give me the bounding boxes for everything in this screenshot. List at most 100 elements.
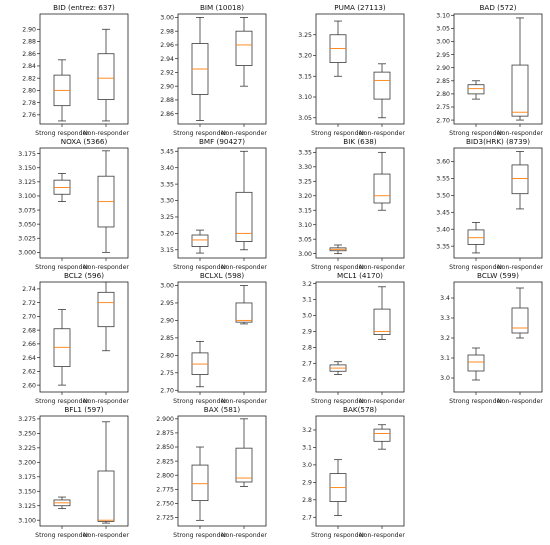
y-tick-label: 3.05 <box>436 26 450 33</box>
y-tick-label: 2.75 <box>160 370 174 377</box>
iqr-box <box>511 164 529 195</box>
x-tick-label: Non-responder <box>359 532 405 539</box>
box-non-responder <box>511 287 529 339</box>
y-tick-label: 3.00 <box>160 283 174 290</box>
box-strong-responder <box>329 459 347 516</box>
panel-title: BFL1 (597) <box>64 405 103 414</box>
box-strong-responder <box>467 80 485 100</box>
y-tick-label: 3.025 <box>18 235 36 242</box>
x-tick-label: Strong responder <box>35 130 89 137</box>
x-tick-label: Non-responder <box>83 532 129 539</box>
y-tick-label: 3.40 <box>436 226 450 233</box>
iqr-box <box>235 302 253 323</box>
panel-title: PUMA (27113) <box>334 3 386 12</box>
y-tick-label: 3.60 <box>436 159 450 166</box>
y-tick-label: 3.20 <box>298 53 312 60</box>
box-non-responder <box>511 17 529 121</box>
y-tick-label: 2.84 <box>22 63 36 70</box>
x-tick-label: Strong responder <box>173 398 227 405</box>
iqr-box <box>467 84 485 95</box>
plot-frame <box>177 415 267 527</box>
y-tick-label: 3.225 <box>18 445 36 452</box>
panel-title: BIM (10018) <box>200 3 244 12</box>
y-tick-label: 2.60 <box>22 382 36 389</box>
box-non-responder <box>97 150 115 253</box>
box-non-responder <box>235 17 253 87</box>
y-tick-label: 2.7 <box>302 361 312 368</box>
x-tick-label: Strong responder <box>449 398 503 405</box>
iqr-box <box>191 234 209 247</box>
y-tick-label: 2.90 <box>160 83 174 90</box>
box-non-responder <box>97 421 115 524</box>
box-non-responder <box>235 150 253 251</box>
plot-frame <box>39 13 129 125</box>
panel: BAD (572) 2.70 2.75 2.80 2.85 2.90 2.95 3.00 3.0… <box>436 3 543 137</box>
iqr-box <box>373 71 391 100</box>
y-tick-label: 3.10 <box>436 13 450 20</box>
y-tick-label: 3.2 <box>440 335 450 342</box>
y-tick-label: 2.90 <box>436 65 450 72</box>
box-strong-responder <box>53 496 71 510</box>
x-tick-label: Strong responder <box>311 398 365 405</box>
y-tick-label: 3.3 <box>440 315 450 322</box>
panel-title: BID3(HRK) (8739) <box>466 137 530 146</box>
x-tick-label: Non-responder <box>359 130 405 137</box>
x-tick-label: Non-responder <box>221 130 267 137</box>
iqr-box <box>235 191 253 242</box>
plot-frame <box>315 415 405 527</box>
plot-frame <box>315 281 405 393</box>
plot-frame <box>177 281 267 393</box>
panel: MCL1 (4170) 2.6 2.7 2.8 2.9 3.0 3.1 3.2 Strong r… <box>302 271 405 405</box>
y-tick-label: 3.50 <box>436 193 450 200</box>
iqr-box <box>191 464 209 502</box>
y-tick-label: 2.85 <box>436 78 450 85</box>
y-tick-label: 2.8 <box>302 497 312 504</box>
y-tick-label: 2.74 <box>22 286 36 293</box>
y-tick-label: 3.125 <box>18 179 36 186</box>
x-tick-label: Strong responder <box>311 264 365 271</box>
panel: BIM (10018) 2.86 2.88 2.90 2.92 2.94 2.96 2.98 3… <box>160 3 267 137</box>
box-non-responder <box>373 63 391 119</box>
iqr-box <box>467 354 485 372</box>
box-strong-responder <box>191 340 209 388</box>
y-tick-label: 3.45 <box>436 210 450 217</box>
plot-frame <box>177 13 267 125</box>
x-tick-label: Strong responder <box>449 130 503 137</box>
iqr-box <box>97 470 115 522</box>
iqr-box <box>235 447 253 483</box>
panel: BAK(578) 2.7 2.8 2.9 3.0 3.1 3.2 Strong respond… <box>302 405 405 539</box>
panel-title: BCL2 (596) <box>64 271 104 280</box>
y-tick-label: 3.35 <box>298 150 312 157</box>
y-tick-label: 2.72 <box>22 300 36 307</box>
plot-frame <box>453 13 543 125</box>
y-tick-label: 3.200 <box>18 460 36 467</box>
plot-frame <box>315 147 405 259</box>
y-tick-label: 2.750 <box>156 501 174 508</box>
panel: BAX (581) 2.725 2.750 2.775 2.800 2.825 2.850 2… <box>156 405 267 539</box>
y-tick-label: 3.175 <box>18 151 36 158</box>
box-non-responder <box>373 151 391 211</box>
y-tick-label: 3.55 <box>436 176 450 183</box>
panel-title: BAX (581) <box>204 405 241 414</box>
x-tick-label: Non-responder <box>83 130 129 137</box>
plot-frame <box>39 281 129 393</box>
y-tick-label: 3.10 <box>298 94 312 101</box>
panel-title: BAK(578) <box>343 405 377 414</box>
box-non-responder <box>511 150 529 210</box>
y-tick-label: 2.9 <box>302 480 312 487</box>
y-tick-label: 3.10 <box>298 222 312 229</box>
box-strong-responder <box>329 244 347 255</box>
y-tick-label: 2.68 <box>22 327 36 334</box>
x-tick-label: Non-responder <box>497 264 543 271</box>
y-tick-label: 3.2 <box>302 427 312 434</box>
iqr-box <box>97 53 115 100</box>
y-tick-label: 3.45 <box>160 148 174 155</box>
y-tick-label: 3.00 <box>298 251 312 258</box>
x-tick-label: Strong responder <box>173 532 227 539</box>
y-tick-label: 3.0 <box>302 462 312 469</box>
y-tick-label: 3.100 <box>18 193 36 200</box>
panel-title: MCL1 (4170) <box>337 271 383 280</box>
y-tick-label: 3.05 <box>298 236 312 243</box>
y-tick-label: 2.82 <box>22 75 36 82</box>
x-tick-label: Non-responder <box>83 264 129 271</box>
